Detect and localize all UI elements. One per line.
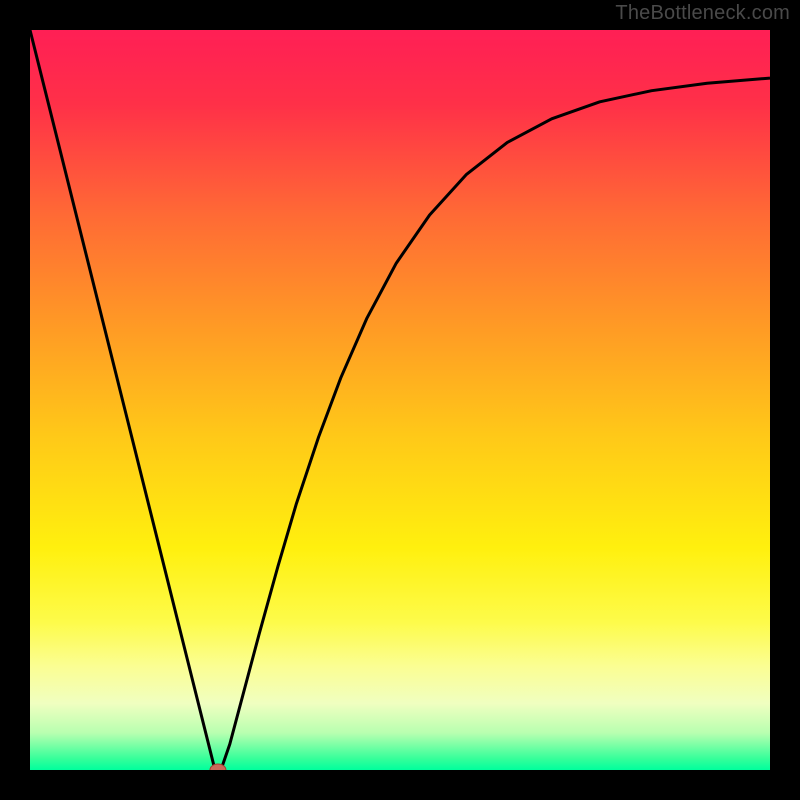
- plot-area: [30, 30, 770, 770]
- chart-frame: TheBottleneck.com: [0, 0, 800, 800]
- gradient-background: [30, 30, 770, 770]
- watermark-text: TheBottleneck.com: [615, 2, 790, 25]
